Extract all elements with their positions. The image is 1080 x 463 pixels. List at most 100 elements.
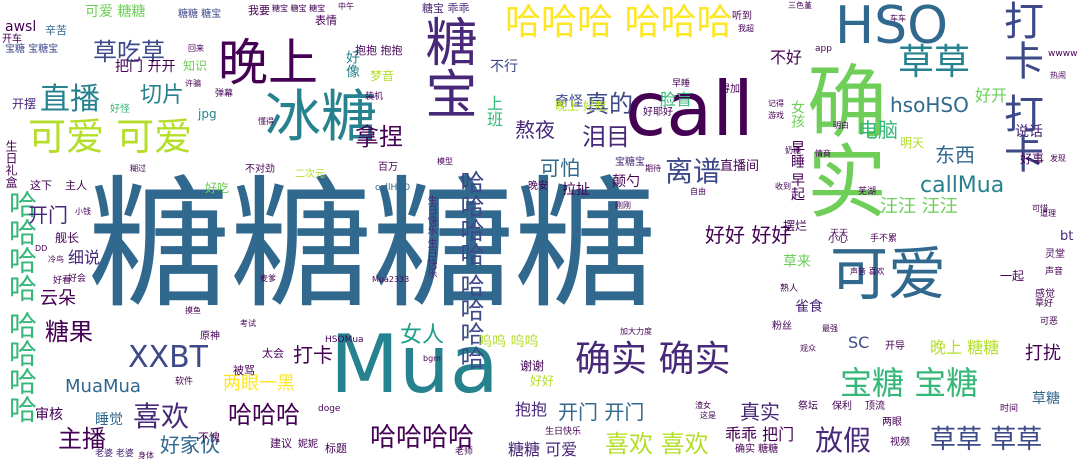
word-158: 收到 <box>775 182 791 191</box>
word-22: 喜欢 <box>133 400 190 433</box>
word-151: 好耶好 <box>643 107 673 118</box>
word-108: jpg <box>198 107 217 121</box>
word-186: 一起 <box>1000 269 1025 283</box>
word-121: 标题 <box>325 442 347 455</box>
word-32: 主播 <box>58 425 106 453</box>
word-9: 打卡 打卡 <box>997 0 1043 173</box>
word-154: 奶糖 <box>785 146 801 155</box>
word-156: 情商 <box>815 149 831 158</box>
word-88: 辛苦 <box>45 24 67 37</box>
word-143: 模型 <box>437 157 453 166</box>
word-2: call <box>625 65 754 153</box>
word-110: 原神 <box>200 331 220 342</box>
word-100: 这下 <box>30 179 52 192</box>
word-169: wwww <box>1048 49 1078 59</box>
word-68: 知识 <box>183 59 208 73</box>
word-27: 切片 <box>140 83 185 108</box>
word-0: 糖糖糖糖 <box>88 163 656 328</box>
word-123: 老婆 老婆 <box>95 449 134 459</box>
word-33: 女人 <box>400 323 445 348</box>
word-184: 糖宝 糖宝 糖宝 <box>272 4 326 13</box>
word-133: 草好 <box>1035 299 1054 309</box>
word-50: 晚上 糖糖 <box>930 338 1000 357</box>
word-84: 晚上 好吃 <box>555 99 607 113</box>
word-128: 小心 <box>828 234 848 245</box>
word-191: 感觉 <box>1035 289 1055 300</box>
word-113: 谢谢 <box>520 359 545 373</box>
word-148: 弹幕 <box>215 89 234 99</box>
word-177: 小钱 <box>75 207 91 216</box>
word-12: 草草 <box>898 42 971 83</box>
word-96: 宝糖 宝糖宝 <box>5 44 59 55</box>
word-125: 确实 糖糖 <box>735 444 779 455</box>
word-26: 草吃草 <box>93 38 165 66</box>
word-63: 舰长 <box>55 231 80 245</box>
word-16: 哈哈哈哈 哈哈哈哈 <box>456 170 484 370</box>
word-62: 细说 <box>68 248 101 267</box>
word-24: 哈哈哈哈 <box>370 423 475 453</box>
word-44: 两眼一黑 <box>223 373 295 394</box>
word-93: 糖宝 乖乖 <box>422 2 470 15</box>
word-7: 晚上 <box>218 34 318 92</box>
word-42: 熬夜 <box>515 118 555 142</box>
word-61: 奇怪 <box>555 94 583 110</box>
word-132: 声音 <box>1045 267 1064 277</box>
word-3: 确实 <box>794 60 887 220</box>
word-178: 好看 <box>53 276 72 286</box>
word-140: 两眼 <box>882 417 902 428</box>
word-105: 晚安 <box>528 181 548 192</box>
word-89: 开摆 <box>12 97 37 111</box>
word-120: 妮妮 <box>298 439 318 450</box>
word-13: 确实 确实 <box>575 339 731 380</box>
word-190: 热闹 <box>1050 71 1066 80</box>
word-165: 车车 <box>890 14 906 23</box>
word-79: 明天 <box>900 136 925 150</box>
word-58: 不好 <box>770 48 803 67</box>
word-162: 道理 <box>1040 209 1056 218</box>
word-5: 冰糖 <box>265 85 377 150</box>
word-51: SC <box>848 333 870 352</box>
word-75: 直播间 <box>720 159 760 174</box>
word-71: 颠勺 <box>612 174 640 190</box>
word-91: 我要 <box>248 4 270 17</box>
word-163: 可惜 <box>1032 204 1048 213</box>
word-55: 汪汪 汪汪 <box>880 196 958 217</box>
word-87: 可爱 糖糖 <box>85 4 146 20</box>
word-97: 抱抱 抱抱 <box>355 44 403 57</box>
word-92: 表情 <box>315 14 337 27</box>
word-47: 开门 <box>28 203 68 227</box>
word-85: 好吃 <box>205 181 230 195</box>
word-11: 可爱 可爱 <box>28 115 193 159</box>
word-49: 打扰 <box>1025 343 1061 364</box>
word-126: 视频 <box>890 437 910 448</box>
word-40: 真实 <box>740 400 780 424</box>
word-153: 游戏 <box>768 111 784 120</box>
word-78: 好事 <box>1020 152 1045 166</box>
word-102: 不对劲 <box>245 164 275 175</box>
word-175: 冷鸟 <box>48 255 64 264</box>
word-46: 打卡 <box>293 343 333 367</box>
word-155: 明白 <box>833 121 849 130</box>
word-67: 把门 开开 <box>115 59 176 75</box>
word-57: 上班 <box>484 95 503 127</box>
word-94: 听到 <box>732 11 752 22</box>
word-80: 早睡 早起 <box>789 140 805 201</box>
word-145: 装机 <box>365 92 384 102</box>
word-29: 真的 <box>585 90 633 118</box>
word-134: 可恶 <box>1040 317 1059 327</box>
word-146: 回来 <box>188 44 204 53</box>
word-129: 天天 <box>830 229 849 239</box>
word-1: Mua <box>330 318 499 411</box>
word-115: HSOMua <box>325 335 364 345</box>
word-86: awsl <box>5 19 37 35</box>
word-174: 摸鱼 <box>185 306 201 315</box>
word-99: 生日快乐 生日快乐 <box>425 195 436 279</box>
word-138: 保利 <box>832 401 852 412</box>
word-119: 不愧 <box>198 431 220 444</box>
word-157: 芜湖 <box>858 187 877 197</box>
word-104: 百万 <box>378 162 398 173</box>
word-176: DD <box>35 244 48 253</box>
word-170: 加大力度 <box>620 327 652 336</box>
word-21: 离谱 <box>665 155 722 188</box>
